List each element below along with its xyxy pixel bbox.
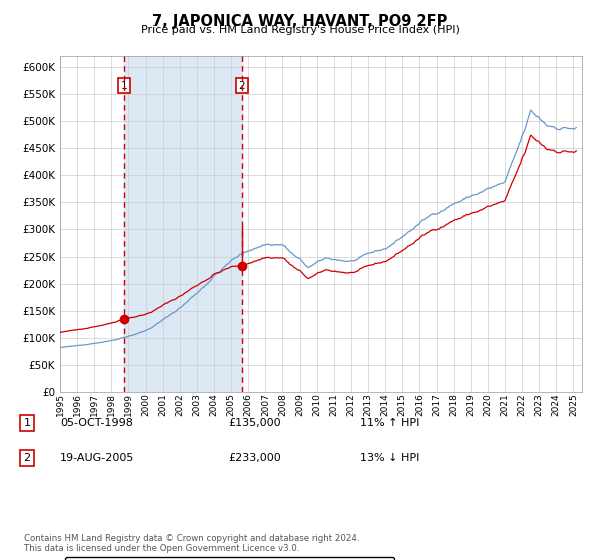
Bar — [124, 56, 242, 392]
Legend: 7, JAPONICA WAY, HAVANT, PO9 2FP (detached house), HPI: Average price, detached : 7, JAPONICA WAY, HAVANT, PO9 2FP (detach… — [65, 557, 394, 560]
Text: Contains HM Land Registry data © Crown copyright and database right 2024.
This d: Contains HM Land Registry data © Crown c… — [24, 534, 359, 553]
Text: 1: 1 — [121, 81, 127, 91]
Text: 05-OCT-1998: 05-OCT-1998 — [60, 418, 133, 428]
Text: £233,000: £233,000 — [228, 453, 281, 463]
Text: 2: 2 — [23, 453, 31, 463]
Text: 19-AUG-2005: 19-AUG-2005 — [60, 453, 134, 463]
Text: 1: 1 — [23, 418, 31, 428]
Text: 7, JAPONICA WAY, HAVANT, PO9 2FP: 7, JAPONICA WAY, HAVANT, PO9 2FP — [152, 14, 448, 29]
Text: 2: 2 — [239, 81, 245, 91]
Text: 11% ↑ HPI: 11% ↑ HPI — [360, 418, 419, 428]
Text: 13% ↓ HPI: 13% ↓ HPI — [360, 453, 419, 463]
Text: £135,000: £135,000 — [228, 418, 281, 428]
Text: Price paid vs. HM Land Registry's House Price Index (HPI): Price paid vs. HM Land Registry's House … — [140, 25, 460, 35]
